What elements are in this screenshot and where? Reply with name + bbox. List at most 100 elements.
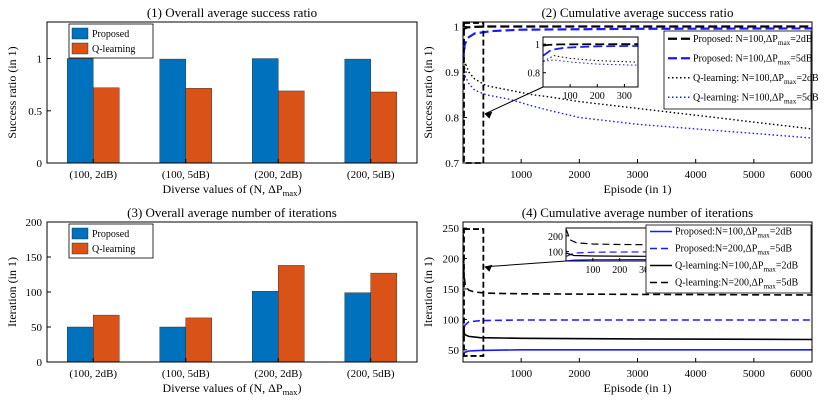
x-tick-label: 1000 — [510, 169, 533, 181]
series-line-1 — [463, 319, 812, 338]
x-tick-label: (100, 5dB) — [162, 368, 210, 380]
chart-title: (4) Cumulative average number of iterati… — [522, 205, 753, 220]
x-tick-label: 3000 — [627, 368, 650, 380]
x-tick-label: 4000 — [685, 368, 708, 380]
inset-x-tick-label: 200 — [590, 91, 605, 102]
legend-swatch — [71, 27, 89, 40]
inset-x-tick-label: 100 — [585, 265, 600, 276]
zoom-arrow-line — [485, 260, 567, 268]
x-tick-label: (100, 2dB) — [69, 169, 117, 181]
legend-entry: Proposed — [92, 229, 129, 240]
x-axis-label: Episode (in 1) — [604, 182, 672, 196]
inset-plot-area — [543, 43, 638, 66]
y-tick-label: 50 — [31, 322, 43, 334]
bar-q-learning-0 — [93, 314, 120, 363]
legend-entry: Q-learning — [92, 44, 135, 55]
x-tick-label: 6000 — [790, 169, 813, 181]
inset: 0.8 1 100 200 300 — [528, 36, 639, 102]
zoom-arrow-head — [484, 264, 493, 272]
y-tick-label: 200 — [443, 254, 460, 266]
legend: Proposed:N=100,ΔPmax=2dB Proposed:N=200,Δ… — [645, 224, 812, 294]
panel-cumulative-iterations: 50 100 150 200 250 1000 2000 3000 4000 5000 6000 (4… — [421, 205, 813, 395]
legend-swatch — [71, 42, 89, 55]
legend-entry: Proposed:N=100,ΔPmax=2dB — [675, 227, 792, 240]
inset-series-line-2 — [543, 55, 638, 63]
series-line-0 — [463, 348, 812, 357]
legend-swatch — [71, 242, 89, 255]
x-axis-label: Diverse values of (N, ΔPmax) — [163, 182, 302, 198]
y-tick-label: 0 — [37, 357, 43, 369]
legend-entry: Q-learning:N=100,ΔPmax=2dB — [675, 261, 798, 274]
series-line-2 — [463, 62, 812, 130]
chart-title: (3) Overall average number of iterations — [127, 205, 337, 220]
bar-proposed-2 — [252, 291, 279, 363]
x-tick-label: 5000 — [743, 368, 766, 380]
y-tick-label: 1 — [454, 22, 460, 34]
legend: Proposed Q-learning — [68, 223, 154, 259]
y-tick-label: 200 — [26, 217, 43, 229]
x-tick-label: 2000 — [568, 169, 591, 181]
y-tick-label: 1 — [37, 54, 43, 66]
x-tick-label: (200, 2dB) — [254, 169, 302, 181]
y-axis-label: Iteration (in 1) — [5, 257, 19, 327]
bar-proposed-2 — [252, 58, 279, 164]
x-tick-label: 1000 — [510, 368, 533, 380]
y-tick-label: 250 — [443, 223, 460, 235]
inset-x-tick-label: 300 — [617, 91, 632, 102]
zoom-arrow-head — [484, 111, 493, 119]
legend-entry: Proposed — [92, 29, 129, 40]
zoom-region-box — [463, 228, 485, 357]
legend-entry: Q-learning: N=100,ΔPmax=2dB — [693, 73, 819, 86]
legend-entry: Q-learning:N=200,ΔPmax=5dB — [675, 278, 798, 291]
y-tick-label: 100 — [443, 314, 460, 326]
panel-overall-iterations: 0 50 100 150 200 (100, 2dB) (100, 5dB) (200, 2d… — [5, 205, 418, 397]
chart-title: (1) Overall average success ratio — [147, 5, 317, 20]
x-axis-label: Episode (in 1) — [604, 381, 672, 395]
x-tick-label: 2000 — [568, 368, 591, 380]
legend-entry: Proposed: N=100,ΔPmax=5dB — [693, 53, 813, 66]
x-tick-label: 4000 — [685, 169, 708, 181]
bar-q-learning-2 — [278, 265, 305, 363]
legend: Proposed: N=100,ΔPmax=2dB Proposed: N=100… — [663, 30, 819, 110]
legend-swatch — [71, 227, 89, 240]
inset-series-line-0 — [543, 43, 638, 47]
inset-y-tick-label: 100 — [548, 248, 563, 259]
p1-axes-frame — [46, 21, 418, 164]
inset-frame — [542, 36, 639, 88]
bar-q-learning-0 — [93, 87, 120, 164]
y-tick-label: 0.8 — [445, 113, 459, 125]
bar-proposed-3 — [344, 58, 371, 164]
bar-proposed-0 — [67, 326, 94, 363]
x-axis-label: Diverse values of (N, ΔPmax) — [163, 381, 302, 397]
inset-y-tick-label: 1 — [535, 40, 540, 51]
x-tick-label: (200, 2dB) — [254, 368, 302, 380]
y-tick-label: 100 — [26, 287, 43, 299]
inset-x-tick-label: 200 — [612, 265, 627, 276]
series-line-3 — [463, 234, 812, 296]
bar-proposed-1 — [159, 58, 186, 164]
x-tick-label: 6000 — [790, 368, 813, 380]
legend-entry: Q-learning: N=100,ΔPmax=5dB — [693, 92, 819, 105]
inset-series-line-3 — [566, 229, 660, 246]
panel-cumulative-success-ratio: 0.7 0.8 0.9 1 1000 2000 3000 4000 5000 6000 (2) Cu… — [421, 5, 819, 196]
legend-entry: Proposed: N=100,ΔPmax=2dB — [693, 34, 813, 47]
legend-entry: Q-learning — [92, 244, 135, 255]
y-tick-label: 150 — [443, 284, 460, 296]
bar-q-learning-3 — [370, 91, 397, 164]
panel-overall-success-ratio: 0 0.5 1 (100, 2dB) (100, 5dB) (200, 2dB) (200,… — [5, 5, 418, 198]
y-axis-label: Iteration (in 1) — [421, 257, 435, 327]
y-axis-label: Success ratio (in 1) — [5, 46, 19, 138]
legend-entry: Proposed:N=200,ΔPmax=5dB — [675, 244, 792, 257]
y-axis-label: Success ratio (in 1) — [421, 46, 435, 138]
y-tick-label: 150 — [26, 252, 43, 264]
zoom-arrow-line — [485, 86, 544, 115]
bar-proposed-1 — [159, 326, 186, 363]
bar-q-learning-1 — [185, 88, 212, 164]
x-tick-label: (100, 2dB) — [69, 368, 117, 380]
zoom-region-box — [463, 22, 485, 164]
bar-q-learning-1 — [185, 317, 212, 363]
x-tick-label: 5000 — [743, 169, 766, 181]
y-tick-label: 0 — [37, 158, 43, 170]
inset-y-tick-label: 0.8 — [528, 69, 541, 80]
